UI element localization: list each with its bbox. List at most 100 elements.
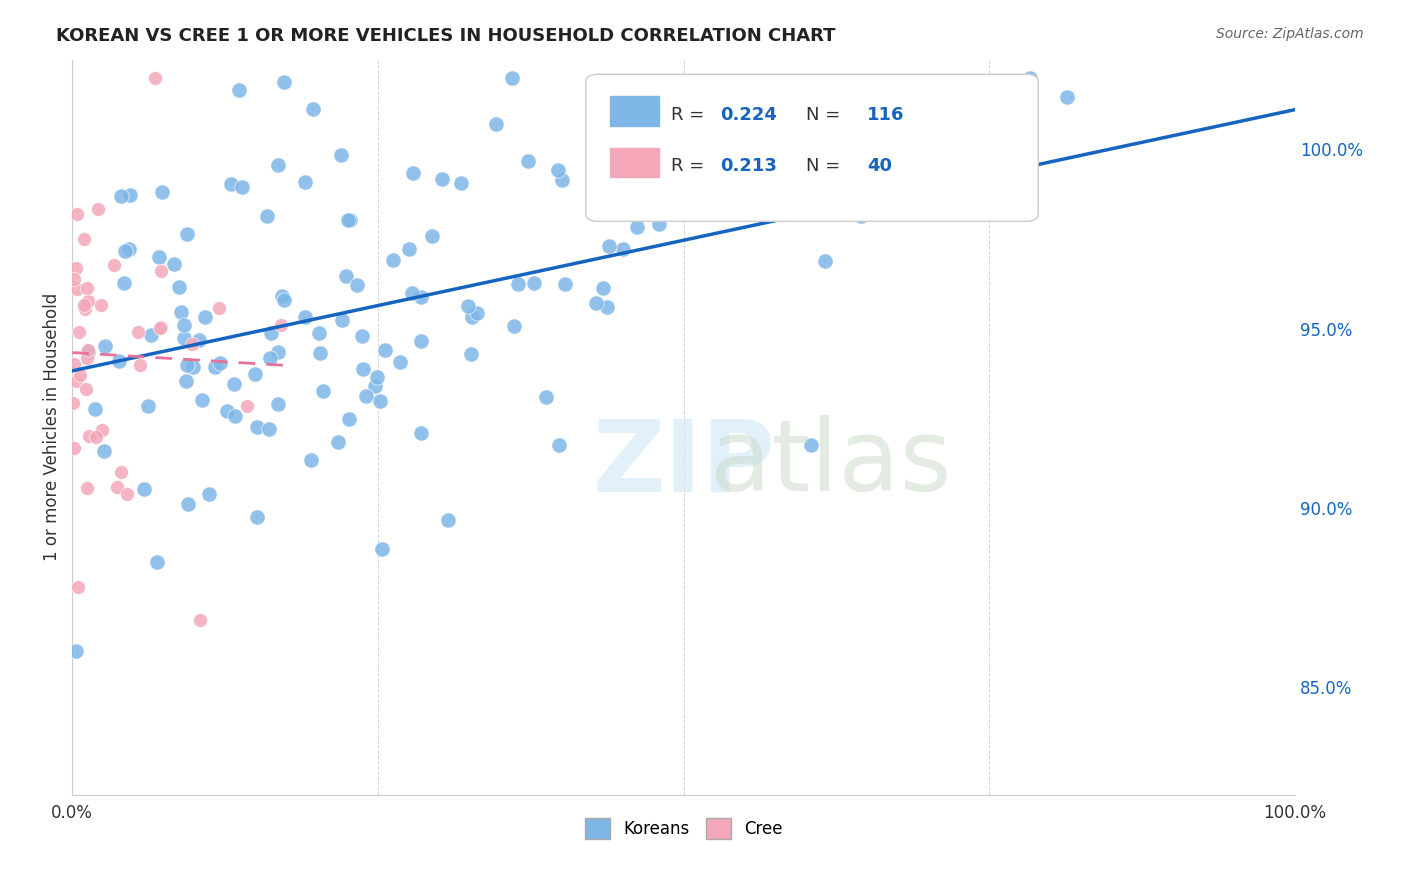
Point bbox=[257, 422, 280, 436]
Point bbox=[63, 357, 86, 371]
Point bbox=[63, 441, 86, 455]
Point bbox=[67, 580, 90, 594]
Point bbox=[84, 402, 107, 417]
Point bbox=[170, 305, 193, 319]
Point bbox=[177, 497, 200, 511]
Point bbox=[246, 509, 269, 524]
Text: atlas: atlas bbox=[710, 416, 952, 512]
Point bbox=[163, 257, 186, 271]
Point bbox=[77, 344, 100, 359]
Point bbox=[204, 359, 226, 374]
Point bbox=[228, 82, 250, 96]
Point bbox=[371, 542, 394, 557]
Point bbox=[208, 301, 231, 315]
Point bbox=[1056, 89, 1078, 103]
Point bbox=[194, 310, 217, 324]
Point bbox=[814, 254, 837, 268]
Point bbox=[585, 296, 607, 310]
Point bbox=[648, 217, 671, 231]
Point bbox=[366, 370, 388, 384]
Text: R =: R = bbox=[672, 106, 710, 124]
Point bbox=[118, 242, 141, 256]
Point bbox=[215, 404, 238, 418]
Point bbox=[329, 148, 352, 162]
Legend: Koreans, Cree: Koreans, Cree bbox=[578, 812, 789, 846]
Point bbox=[299, 453, 322, 467]
Point bbox=[139, 328, 162, 343]
Point bbox=[65, 281, 87, 295]
Point bbox=[187, 333, 209, 347]
Point bbox=[84, 430, 107, 444]
Point bbox=[63, 272, 86, 286]
Bar bbox=[610, 148, 659, 178]
Point bbox=[77, 429, 100, 443]
Point bbox=[176, 358, 198, 372]
Point bbox=[382, 253, 405, 268]
Point bbox=[337, 412, 360, 426]
Text: 40: 40 bbox=[868, 157, 891, 175]
Point bbox=[457, 300, 479, 314]
Point bbox=[612, 242, 634, 256]
Point bbox=[149, 321, 172, 335]
Point bbox=[150, 185, 173, 199]
Point bbox=[174, 375, 197, 389]
Point bbox=[176, 227, 198, 241]
Point bbox=[246, 420, 269, 434]
Point bbox=[90, 298, 112, 312]
Point bbox=[461, 310, 484, 325]
Point bbox=[110, 465, 132, 479]
Point bbox=[402, 166, 425, 180]
Point bbox=[114, 244, 136, 258]
Point bbox=[312, 384, 335, 398]
Point bbox=[148, 250, 170, 264]
Text: N =: N = bbox=[806, 157, 846, 175]
Text: KOREAN VS CREE 1 OR MORE VEHICLES IN HOUSEHOLD CORRELATION CHART: KOREAN VS CREE 1 OR MORE VEHICLES IN HOU… bbox=[56, 27, 835, 45]
Point bbox=[523, 277, 546, 291]
Point bbox=[222, 376, 245, 391]
Point bbox=[398, 242, 420, 256]
Point bbox=[93, 443, 115, 458]
Point bbox=[350, 328, 373, 343]
Point bbox=[1019, 70, 1042, 85]
Point bbox=[62, 396, 84, 410]
Point bbox=[465, 306, 488, 320]
Point bbox=[108, 354, 131, 368]
Point bbox=[273, 293, 295, 307]
Text: Source: ZipAtlas.com: Source: ZipAtlas.com bbox=[1216, 27, 1364, 41]
Point bbox=[657, 192, 679, 206]
Point bbox=[73, 298, 96, 312]
Point bbox=[368, 393, 391, 408]
Point bbox=[534, 390, 557, 404]
Point bbox=[294, 310, 316, 324]
Point bbox=[506, 277, 529, 292]
Point bbox=[136, 399, 159, 413]
Point bbox=[143, 70, 166, 85]
Point bbox=[374, 343, 396, 357]
Point bbox=[352, 362, 374, 376]
Point bbox=[346, 278, 368, 293]
Point bbox=[516, 154, 538, 169]
Text: ZIP: ZIP bbox=[592, 416, 775, 512]
Point bbox=[267, 158, 290, 172]
Point bbox=[332, 313, 354, 327]
Point bbox=[76, 481, 98, 495]
Point bbox=[69, 368, 91, 382]
Point bbox=[76, 351, 98, 365]
Point bbox=[271, 289, 294, 303]
Point bbox=[308, 345, 330, 359]
Point bbox=[460, 347, 482, 361]
Point bbox=[420, 228, 443, 243]
Point bbox=[409, 426, 432, 441]
Point bbox=[259, 351, 281, 365]
Point bbox=[326, 435, 349, 450]
Point bbox=[224, 409, 246, 424]
Point bbox=[598, 239, 620, 253]
Point bbox=[547, 163, 569, 178]
Point bbox=[626, 219, 648, 234]
Point bbox=[436, 513, 458, 527]
Point bbox=[173, 331, 195, 345]
Point bbox=[548, 438, 571, 452]
Point bbox=[592, 281, 614, 295]
Point bbox=[401, 286, 423, 301]
Point bbox=[75, 382, 97, 396]
